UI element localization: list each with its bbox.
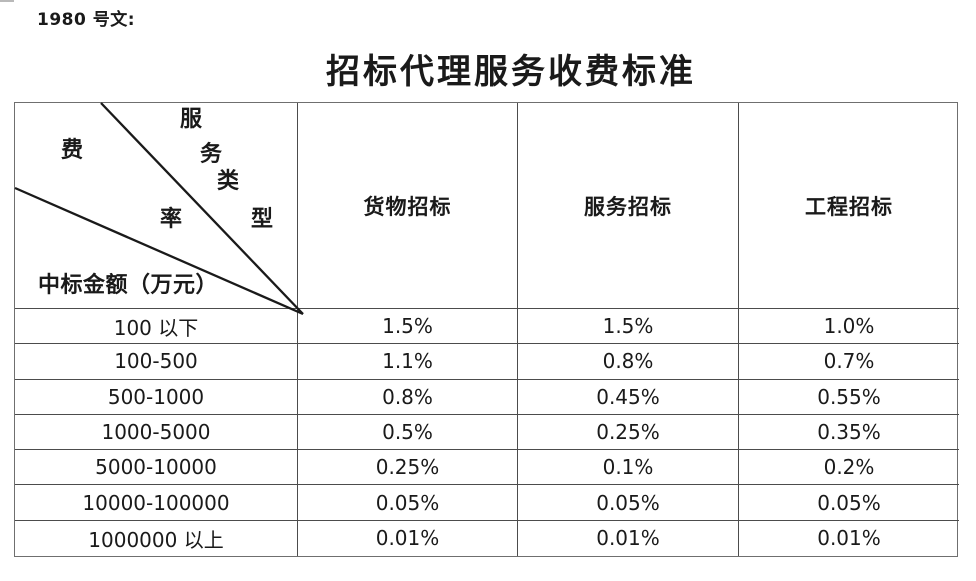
column-header-service: 服务招标 <box>518 103 739 309</box>
rate-cell: 0.2% <box>739 450 959 486</box>
document-ref-label: 1980 号文: <box>37 10 136 30</box>
amount-range-cell: 100 以下 <box>15 309 298 345</box>
corner-amount-label: 中标金额（万元） <box>38 272 219 298</box>
rate-cell: 0.7% <box>739 344 959 380</box>
rate-cell: 0.05% <box>298 485 518 521</box>
rate-cell: 1.5% <box>518 309 739 345</box>
rate-cell: 0.25% <box>298 450 518 486</box>
corner-type-char-2: 务 <box>200 141 223 167</box>
corner-type-char-4: 型 <box>251 206 274 232</box>
amount-range-cell: 10000-100000 <box>15 485 298 521</box>
amount-range-cell: 1000000 以上 <box>15 520 298 556</box>
rate-cell: 0.45% <box>518 379 739 415</box>
amount-range-cell: 1000-5000 <box>15 414 298 451</box>
corner-type-char-3: 类 <box>217 168 240 194</box>
amount-range-cell: 100-500 <box>15 344 298 380</box>
rate-cell: 0.55% <box>739 380 959 415</box>
page-title: 招标代理服务收费标准 <box>326 52 696 92</box>
corner-fee-char-1: 费 <box>61 137 84 163</box>
rate-cell: 0.5% <box>298 414 518 451</box>
rate-cell: 0.8% <box>518 344 739 380</box>
rate-cell: 0.25% <box>518 414 739 451</box>
rate-cell: 0.35% <box>739 415 959 451</box>
fee-standard-table: 费 率 服 务 类 型 中标金额（万元） 货物招标 服务招标 工程招标 100 … <box>14 102 959 557</box>
rate-cell: 1.1% <box>298 344 518 380</box>
rate-cell: 0.01% <box>298 520 518 556</box>
amount-range-cell: 5000-10000 <box>15 450 298 486</box>
rate-cell: 0.01% <box>518 520 739 556</box>
column-header-engineering: 工程招标 <box>739 103 959 309</box>
corner-type-char-1: 服 <box>180 106 203 132</box>
rate-cell: 0.05% <box>518 485 739 521</box>
rate-cell: 1.0% <box>739 309 959 345</box>
rate-cell: 1.5% <box>298 309 518 345</box>
rate-cell: 0.01% <box>817 526 881 551</box>
diagonal-corner-cell: 费 率 服 务 类 型 中标金额（万元） <box>14 102 304 316</box>
corner-fee-char-2: 率 <box>160 206 183 232</box>
page-edge-artifact <box>0 0 14 2</box>
column-header-goods: 货物招标 <box>298 103 518 309</box>
rate-cell: 0.1% <box>518 450 739 486</box>
diagonal-divider-lines <box>14 102 304 316</box>
rate-cell: 0.05% <box>739 485 959 521</box>
amount-range-cell: 500-1000 <box>15 379 298 415</box>
rate-cell: 0.8% <box>298 379 518 415</box>
